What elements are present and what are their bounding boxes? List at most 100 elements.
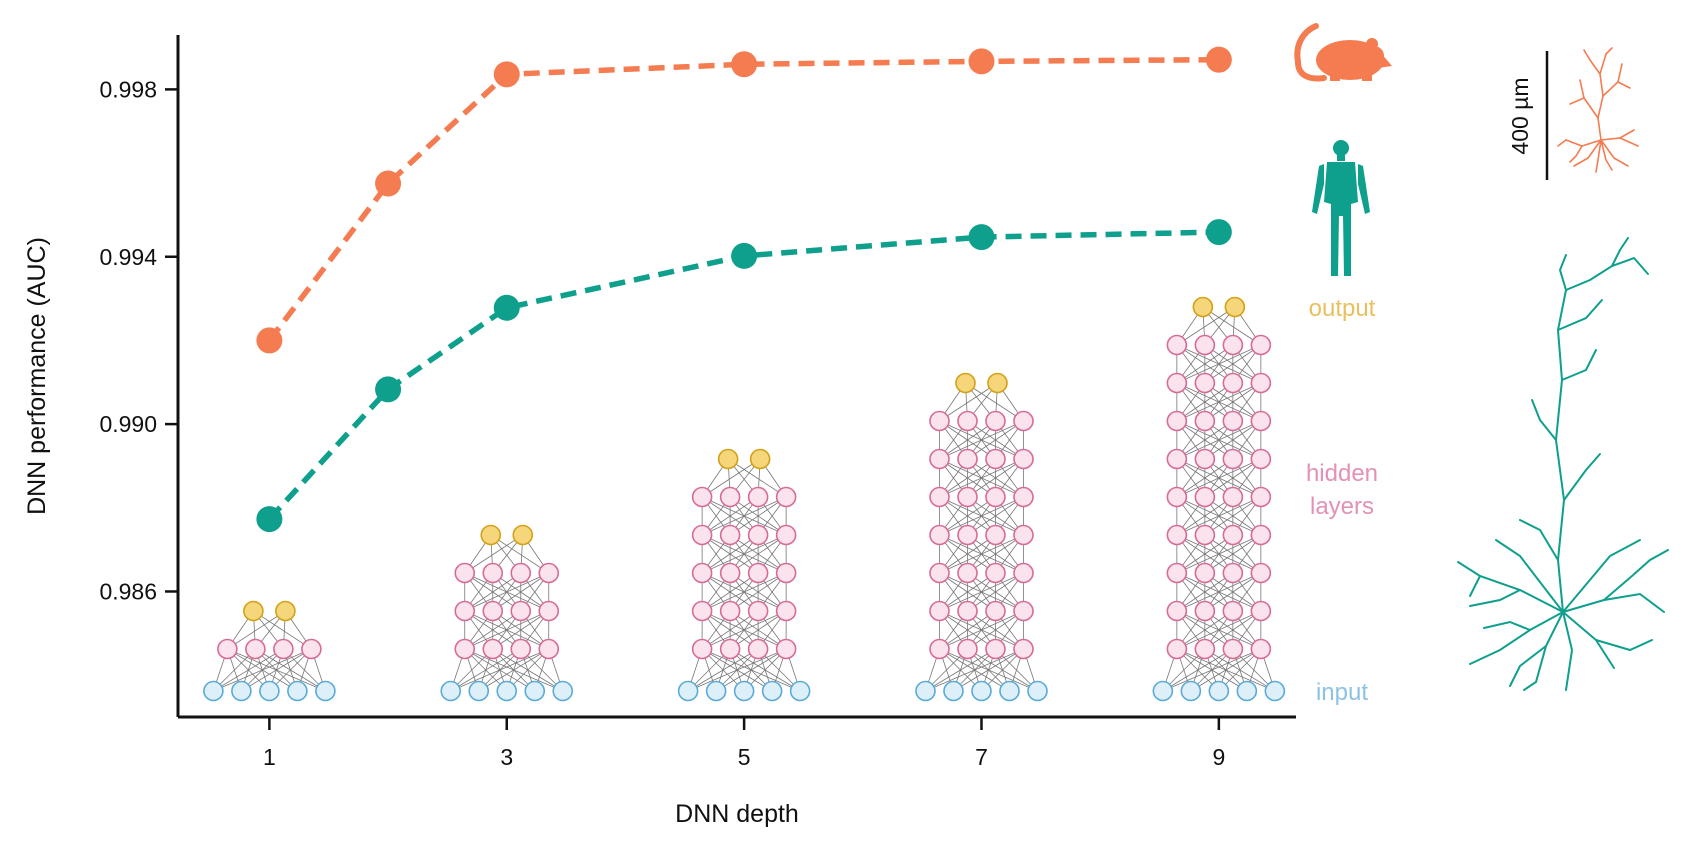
hidden-node [538,600,560,622]
network-edge [1176,344,1234,384]
network-edge [1176,572,1262,612]
hidden-node [482,562,504,584]
hidden-node [454,600,476,622]
network-edge [701,534,787,574]
hidden-node [691,600,713,622]
hidden-node [1166,334,1188,356]
hidden-node [1166,410,1188,432]
network-edge [253,610,312,650]
hidden-node [929,448,950,470]
network-edge [939,534,1024,574]
hidden-node [1222,334,1244,356]
hidden-node [273,638,294,660]
network-edge [701,572,787,612]
hidden-node [454,562,476,584]
hidden-node [985,486,1006,508]
hidden-node [691,524,713,546]
chart-axes: 1 3 5 7 9 0.986 0.990 0.994 0.998 [99,35,1296,770]
hidden-node [719,524,741,546]
output-label: output [1309,295,1376,322]
hidden-node [510,562,532,584]
hidden-node [1166,600,1188,622]
input-node [203,680,224,702]
x-tick-label: 1 [263,744,276,770]
hidden-label-line1: hidden [1306,460,1378,487]
hidden-node [245,638,266,660]
hidden-node [957,638,978,660]
hidden-node [1222,486,1244,508]
network-edge [701,496,759,536]
y-axis-title: DNN performance (AUC) [23,237,51,515]
hidden-node [957,562,978,584]
input-node [761,680,783,702]
hidden-node [719,600,741,622]
network-edge [1176,382,1234,422]
hidden-node [538,638,560,660]
input-node [231,680,252,702]
input-node [943,680,964,702]
network-edge [492,572,549,612]
hidden-node [985,638,1006,660]
hidden-node [747,562,769,584]
network-edge [1176,610,1234,650]
input-node [677,680,699,702]
hidden-node [454,638,476,660]
hidden-node [1013,562,1034,584]
network-edge [939,572,1024,612]
mouse-data-point [256,327,283,354]
network-edge [1204,420,1262,460]
hidden-node [985,448,1006,470]
hidden-node [957,600,978,622]
input-node [552,680,574,702]
hidden-node [1250,372,1272,394]
network-diagram [677,448,811,702]
output-node [275,600,296,622]
mouse-data-point [1205,46,1232,73]
x-tick-label: 3 [500,744,513,770]
network-edge [1176,458,1262,498]
network-edge [1176,420,1234,460]
network-edge [464,610,521,650]
network-edge [701,458,761,498]
network-edge [227,648,326,692]
network-edge [965,382,1024,422]
hidden-node [1194,334,1216,356]
human-data-point [731,242,758,269]
mouse-neuron-morphology [1557,47,1639,173]
hidden-node [217,638,238,660]
hidden-node [985,524,1006,546]
network-edge [939,610,996,650]
network-edge [1176,420,1262,460]
y-tick-label: 0.990 [99,411,157,437]
output-node [512,524,534,546]
hidden-node [929,486,950,508]
mouse-icon [1294,23,1392,82]
network-edge [729,610,787,650]
network-edge [1176,534,1234,574]
hidden-node [538,562,560,584]
hidden-node [1222,372,1244,394]
hidden-node [775,562,797,584]
network-edge [1176,458,1234,498]
input-node [705,680,727,702]
network-edge [939,610,1024,650]
input-node [468,680,490,702]
x-tick-label: 9 [1212,744,1225,770]
y-tick-label: 0.986 [99,578,157,604]
network-edge [492,648,563,692]
hidden-node [1194,562,1216,584]
human-data-point [256,506,283,533]
network-edge [1204,382,1262,422]
hidden-node [1013,600,1034,622]
network-edge [939,458,1024,498]
hidden-node [1194,448,1216,470]
input-node [733,680,755,702]
hidden-node [957,524,978,546]
hidden-node [1250,448,1272,470]
input-node [1208,680,1230,702]
hidden-node [775,524,797,546]
hidden-node [929,562,950,584]
chart-series [256,46,1232,533]
network-edge [701,610,759,650]
network-edge [729,534,787,574]
